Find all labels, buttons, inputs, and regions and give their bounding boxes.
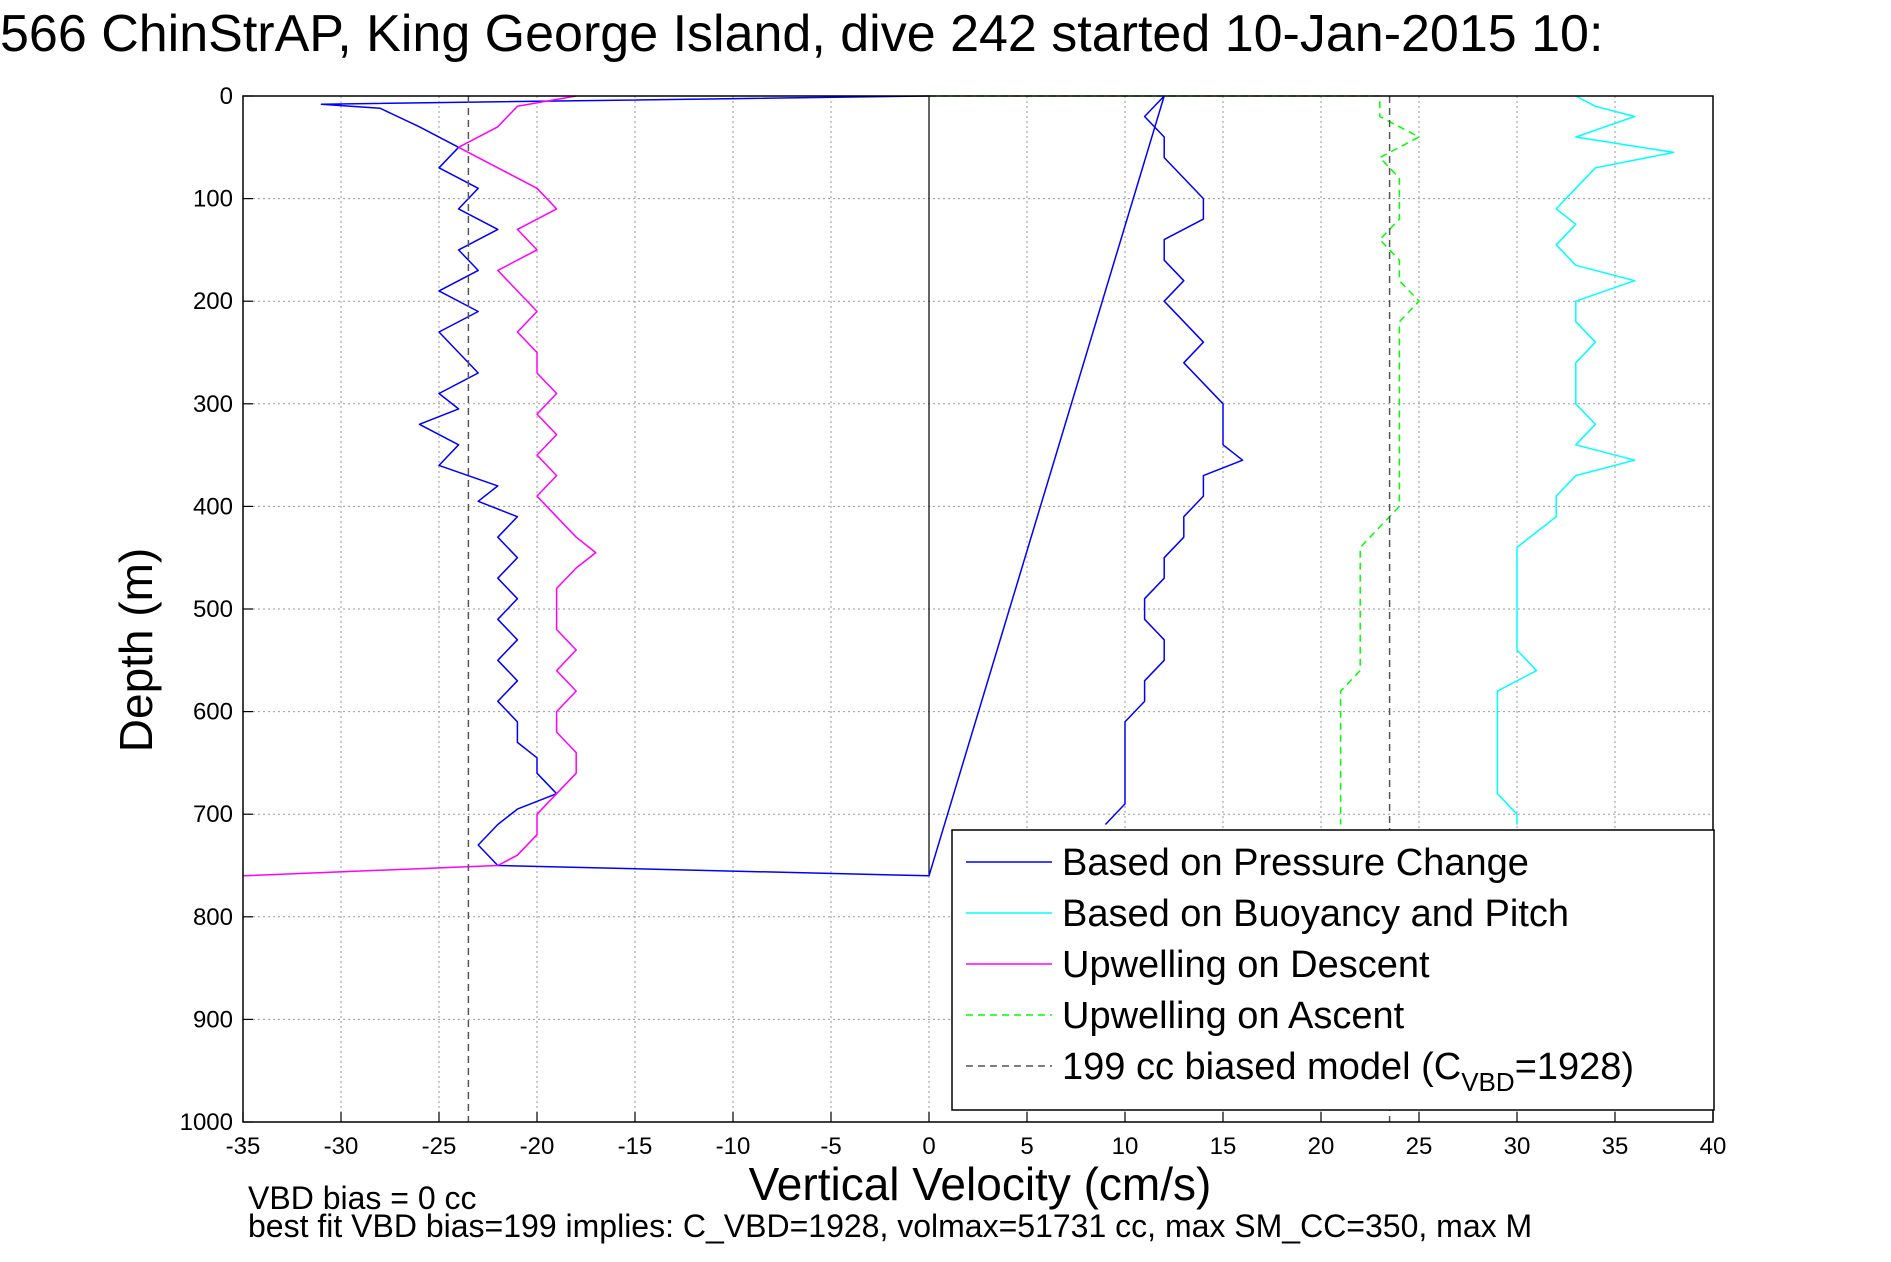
x-tick-label: -20	[520, 1133, 555, 1160]
y-tick-label: 1000	[180, 1109, 233, 1136]
series-based-on-buoyancy-and-pitch	[1496, 95, 1675, 825]
x-tick-label: -10	[716, 1133, 751, 1160]
x-tick-label: 25	[1406, 1133, 1433, 1160]
y-tick-label: 900	[193, 1006, 233, 1033]
y-tick-label: 700	[193, 801, 233, 828]
legend-label: 199 cc biased model (CVBD=1928)	[1062, 1046, 1634, 1097]
x-tick-label: 40	[1700, 1133, 1727, 1160]
y-tick-label: 500	[193, 596, 233, 623]
legend-label: Upwelling on Ascent	[1062, 995, 1405, 1037]
series-upwelling-on-ascent	[929, 95, 1420, 825]
x-tick-label: 20	[1308, 1133, 1335, 1160]
x-tick-label: 0	[922, 1133, 935, 1160]
axes-layer: -35 -30 -25 -20 -15 -10 -5 0 5 10 15 20 25 30 35 400100…	[180, 83, 1727, 1160]
x-tick-label: -35	[226, 1133, 261, 1160]
series-upwelling-on-descent	[242, 95, 597, 877]
y-tick-label: 200	[193, 288, 233, 315]
best-fit-note: best fit VBD bias=199 implies: C_VBD=192…	[248, 1208, 1533, 1244]
legend-label: Based on Pressure Change	[1062, 842, 1529, 884]
y-tick-label: 800	[193, 904, 233, 931]
series-based-on-pressure-change	[320, 95, 1244, 877]
legend-label: Upwelling on Descent	[1062, 944, 1430, 986]
x-tick-label: -15	[618, 1133, 653, 1160]
y-axis-label: Depth (m)	[110, 548, 162, 752]
y-tick-label: 100	[193, 186, 233, 213]
x-axis-label: Vertical Velocity (cm/s)	[749, 1158, 1212, 1210]
legend-label: Based on Buoyancy and Pitch	[1062, 893, 1569, 935]
x-tick-label: 15	[1210, 1133, 1237, 1160]
legend: Based on Pressure Change Based on Buoyanc…	[951, 829, 1715, 1111]
x-tick-label: 5	[1020, 1133, 1033, 1160]
x-tick-label: -5	[820, 1133, 841, 1160]
vbd-bias-note: VBD bias = 0 cc	[248, 1180, 477, 1216]
x-tick-label: -25	[422, 1133, 457, 1160]
x-tick-label: 30	[1504, 1133, 1531, 1160]
y-tick-label: 400	[193, 493, 233, 520]
x-tick-label: -30	[324, 1133, 359, 1160]
chart-title: 566 ChinStrAP, King George Island, dive …	[0, 5, 1604, 63]
y-tick-label: 300	[193, 391, 233, 418]
y-tick-label: 0	[220, 83, 233, 110]
y-tick-label: 600	[193, 699, 233, 726]
legend-box	[951, 829, 1715, 1111]
x-tick-label: 10	[1112, 1133, 1139, 1160]
x-tick-label: 35	[1602, 1133, 1629, 1160]
